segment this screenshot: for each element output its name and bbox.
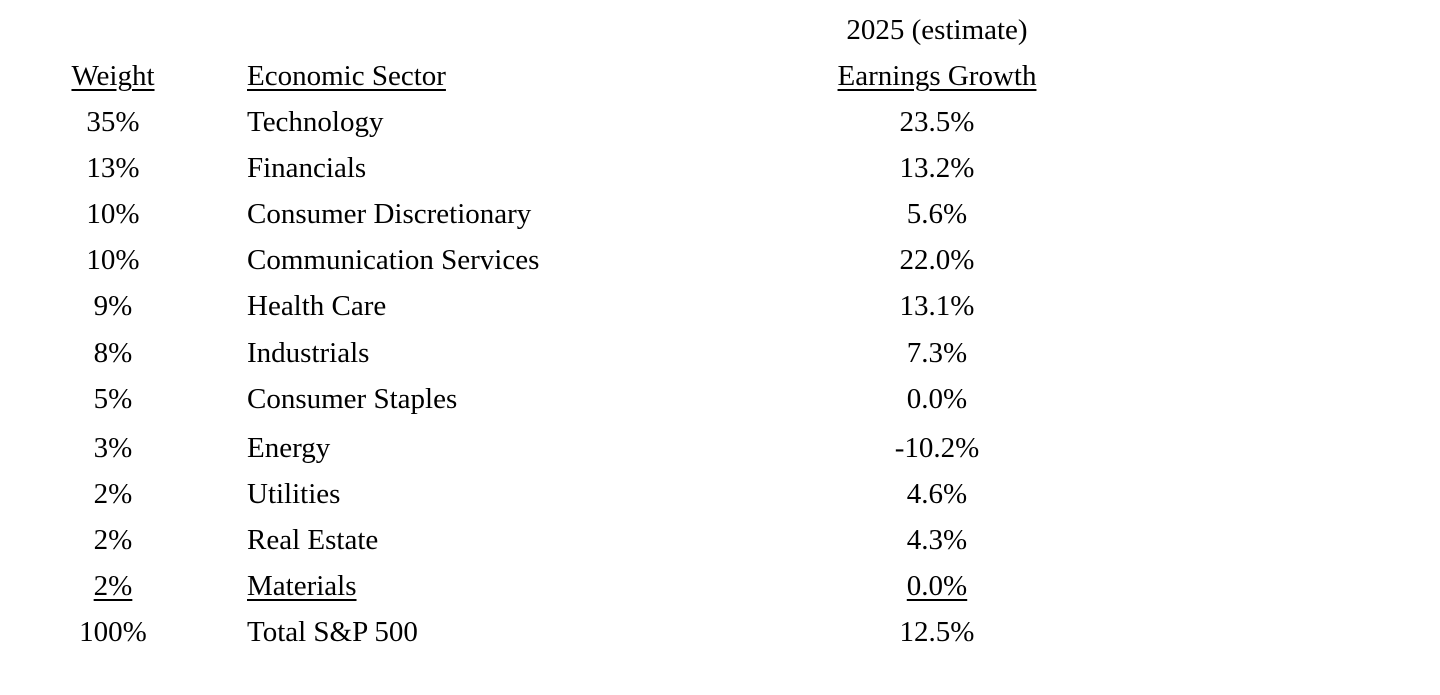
- sector-cell: Real Estate: [247, 523, 379, 556]
- growth-cell: 7.3%: [906, 336, 968, 369]
- sector-cell: Communication Services: [247, 244, 540, 277]
- sector-cell: Utilities: [247, 477, 341, 510]
- growth-cell: 0.0%: [906, 570, 968, 602]
- total-sector: Total S&P 500: [247, 616, 418, 648]
- total-growth: 12.5%: [899, 616, 975, 648]
- weight-cell: 9%: [93, 290, 133, 323]
- column-header: Weight: [71, 60, 155, 92]
- column-header: Economic Sector: [247, 60, 446, 92]
- total-weight: 100%: [79, 616, 147, 648]
- sector-cell: Energy: [247, 431, 331, 464]
- growth-cell: 4.3%: [906, 523, 968, 556]
- sector-cell: Industrials: [247, 336, 370, 369]
- weight-cell: 2%: [93, 523, 133, 556]
- header-note: 2025 (estimate): [846, 14, 1028, 46]
- column-header: Earnings Growth: [837, 60, 1037, 92]
- sector-cell: Consumer Discretionary: [247, 198, 532, 231]
- weight-cell: 2%: [93, 570, 133, 602]
- growth-cell: 5.6%: [906, 198, 968, 231]
- sector-cell: Financials: [247, 152, 367, 185]
- growth-cell: -10.2%: [894, 431, 980, 464]
- weight-cell: 5%: [93, 382, 133, 415]
- weight-cell: 35%: [86, 106, 140, 138]
- weight-cell: 10%: [86, 198, 140, 231]
- weight-cell: 10%: [86, 244, 140, 277]
- growth-cell: 0.0%: [906, 382, 968, 415]
- weight-cell: 13%: [86, 152, 140, 185]
- sector-cell: Health Care: [247, 290, 387, 323]
- weight-cell: 8%: [93, 336, 133, 369]
- weight-cell: 2%: [93, 477, 133, 510]
- growth-cell: 22.0%: [899, 244, 975, 277]
- growth-cell: 23.5%: [899, 106, 975, 138]
- sector-cell: Consumer Staples: [247, 382, 458, 415]
- sector-cell: Technology: [247, 106, 384, 138]
- sector-cell: Materials: [247, 570, 357, 602]
- weight-cell: 3%: [93, 431, 133, 464]
- growth-cell: 13.2%: [899, 152, 975, 185]
- growth-cell: 13.1%: [899, 290, 975, 323]
- growth-cell: 4.6%: [906, 477, 968, 510]
